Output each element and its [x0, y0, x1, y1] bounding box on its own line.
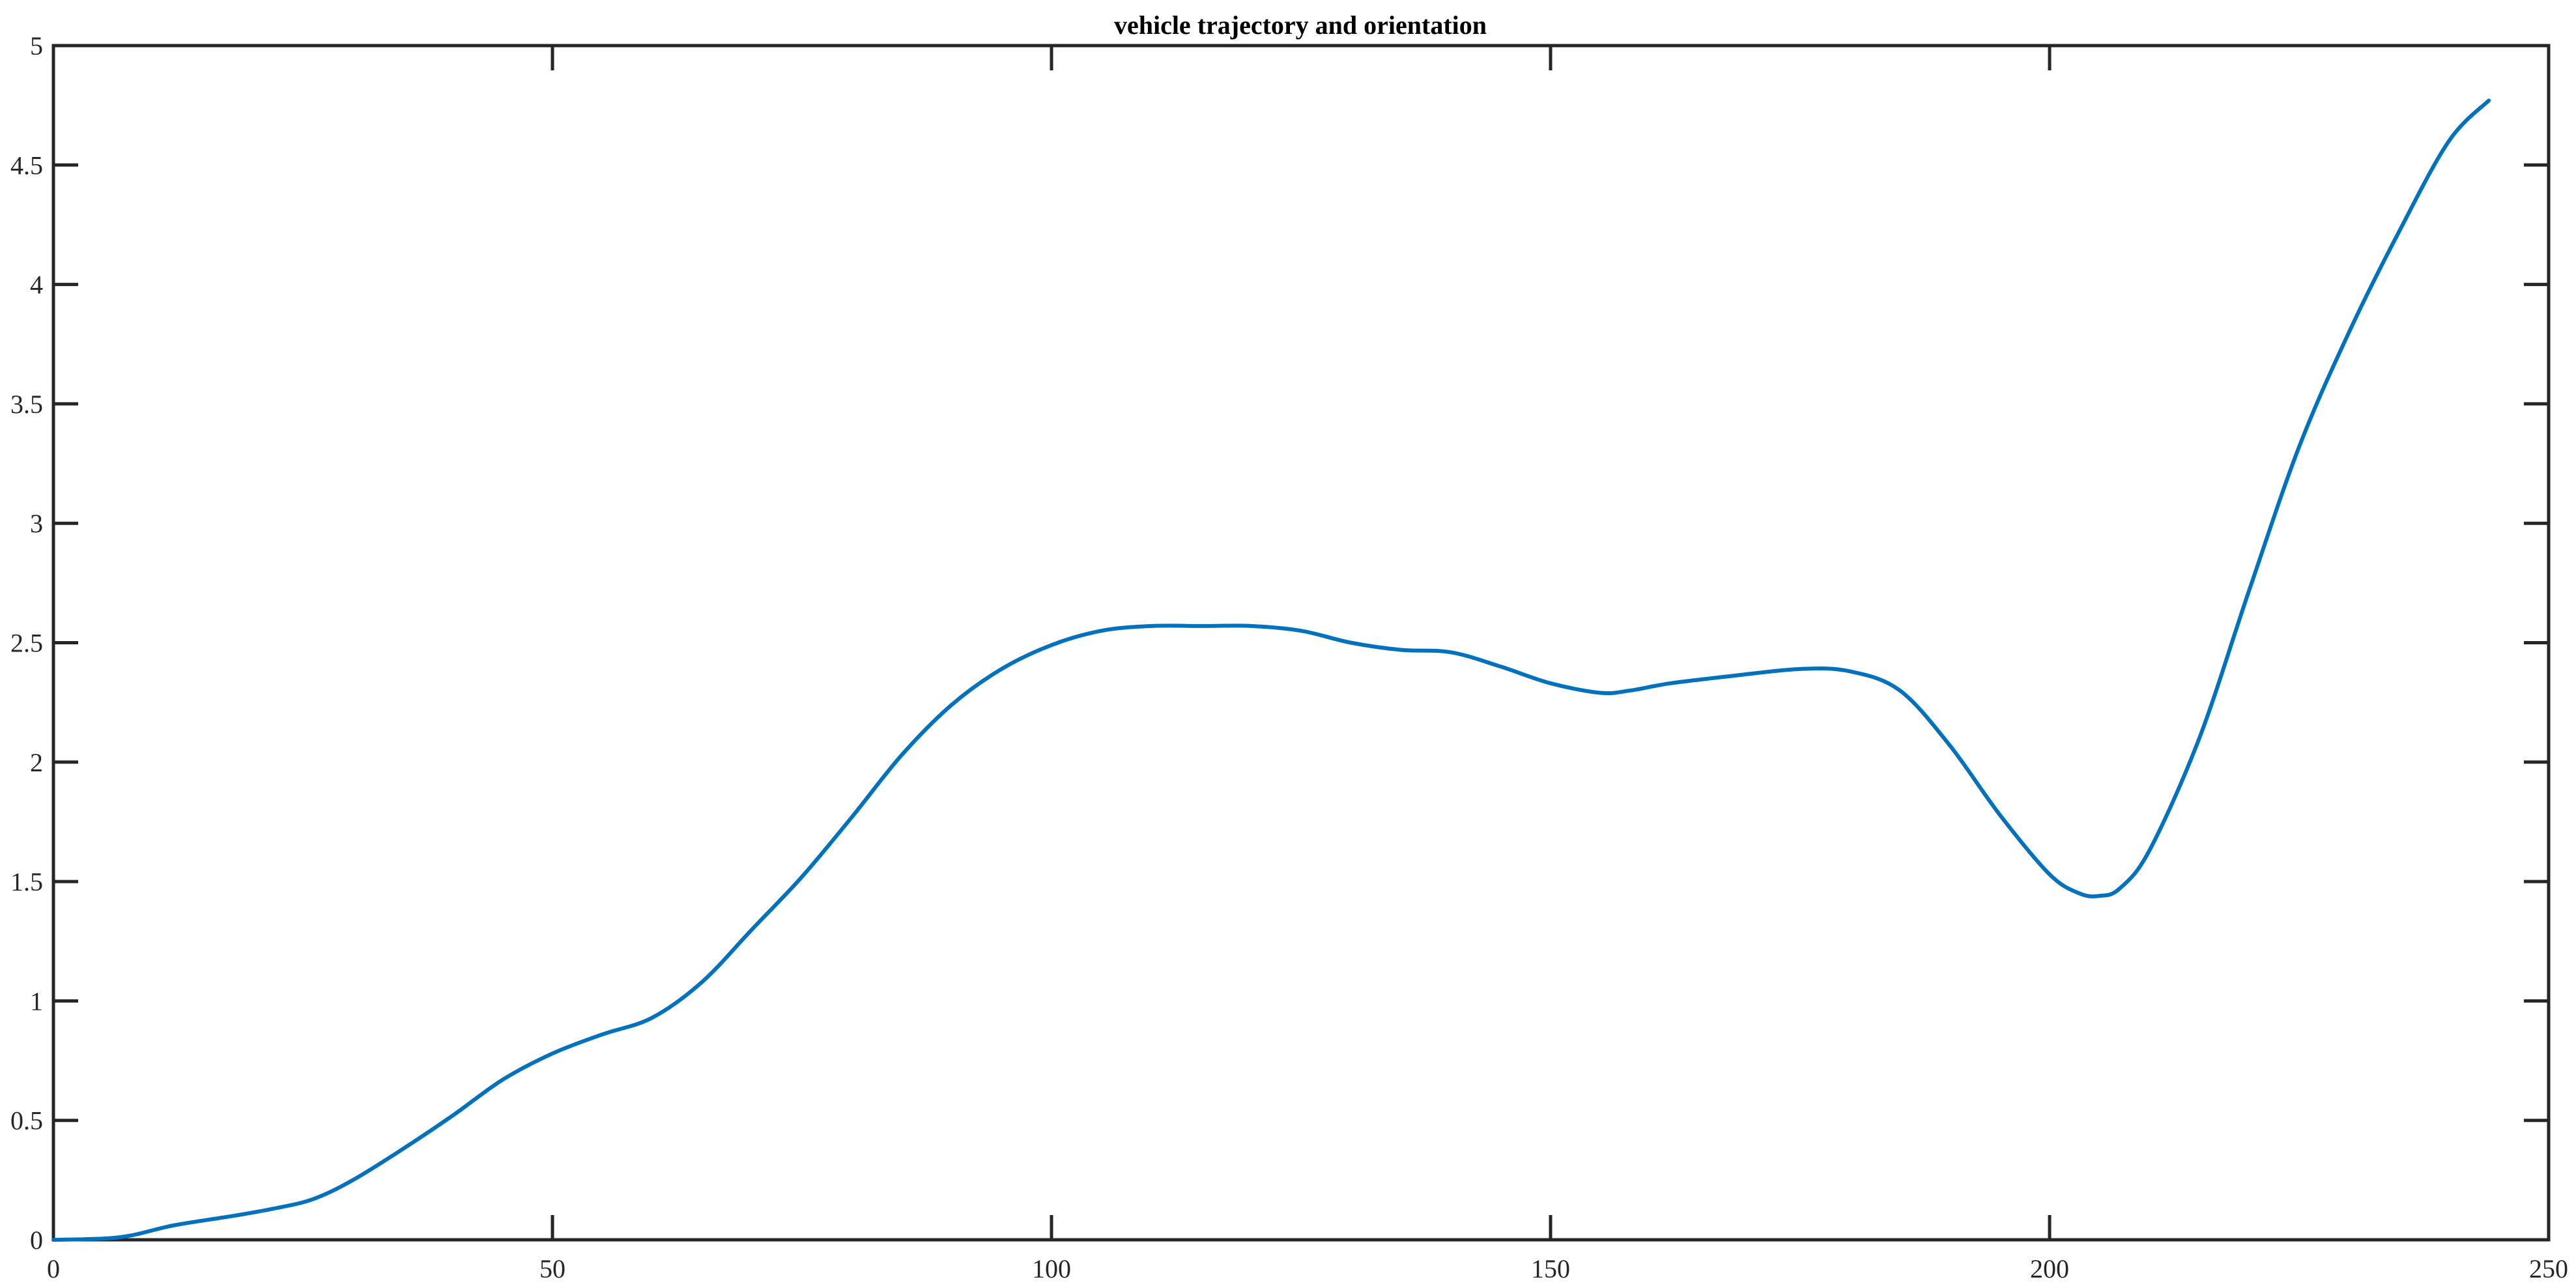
- x-tick-label: 150: [1531, 1254, 1570, 1283]
- x-tick-label: 250: [2529, 1254, 2568, 1283]
- plot-area: [51, 98, 2491, 1242]
- x-tick-label: 0: [47, 1254, 60, 1283]
- x-tick-label: 200: [2030, 1254, 2069, 1283]
- x-tick-label: 50: [539, 1254, 565, 1283]
- y-tick-label: 0.5: [10, 1106, 43, 1136]
- y-tick-label: 3: [30, 509, 43, 538]
- y-tick-label: 1.5: [10, 867, 43, 896]
- y-tick-label: 0: [30, 1225, 43, 1255]
- axes: 0 50 100 150 200 250 0 0.5 1 1.5 2 2.5 3 3.5 4 4.5 5: [10, 31, 2568, 1283]
- y-tick-label: 1: [30, 986, 43, 1016]
- y-tick-label: 3.5: [10, 390, 43, 419]
- x-tick-label: 100: [1032, 1254, 1071, 1283]
- chart-title: vehicle trajectory and orientation: [1114, 10, 1487, 40]
- axes-box: [51, 44, 2551, 1242]
- y-tick-label: 5: [30, 31, 43, 61]
- y-tick-label: 2: [30, 748, 43, 777]
- y-tick-label: 4.5: [10, 150, 43, 180]
- y-tick-label: 2.5: [10, 629, 43, 658]
- y-tick-label: 4: [30, 270, 43, 300]
- series-line: [51, 98, 2491, 1242]
